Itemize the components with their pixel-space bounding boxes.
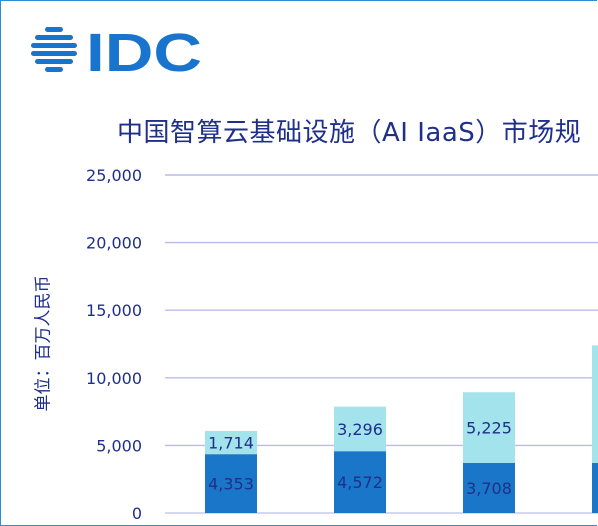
- y-tick-label: 10,000: [86, 369, 142, 388]
- chart-title: 中国智算云基础设施（AI IaaS）市场规: [117, 118, 582, 148]
- logo-text: IDC: [86, 23, 202, 78]
- globe-icon: [31, 27, 77, 72]
- y-tick-label: 20,000: [86, 234, 142, 253]
- y-tick-label: 5,000: [96, 436, 142, 455]
- bar-segment-top: [592, 345, 598, 463]
- y-tick-label: 25,000: [86, 166, 142, 185]
- data-label: 4,353: [208, 475, 254, 494]
- data-label: 3,296: [337, 420, 383, 439]
- y-tick-label: 0: [132, 504, 142, 523]
- bar-segment-bottom: [334, 451, 386, 513]
- bar-segment-bottom: [592, 462, 598, 513]
- data-label: 5,225: [466, 419, 512, 438]
- data-label: 1,714: [208, 434, 254, 453]
- bar-segment-bottom: [463, 462, 515, 513]
- data-label: 3,708: [466, 479, 512, 498]
- bar-segment-top: [334, 406, 386, 452]
- bar-segment-bottom: [205, 454, 257, 513]
- bar-segment-top: [205, 430, 257, 455]
- bar-segment-top: [463, 392, 515, 463]
- data-label: 4,572: [337, 473, 383, 492]
- y-tick-label: 15,000: [86, 301, 142, 320]
- idc-logo: IDC: [31, 23, 202, 78]
